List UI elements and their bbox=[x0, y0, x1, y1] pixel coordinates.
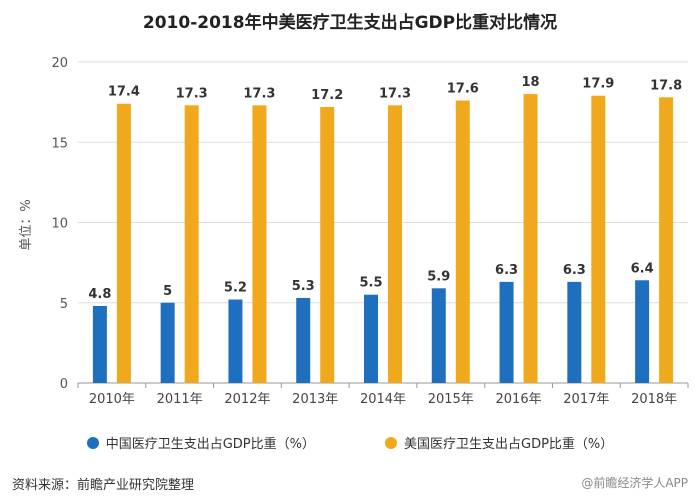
legend-swatch-usa bbox=[385, 436, 397, 449]
data-label-china: 5.2 bbox=[224, 281, 247, 296]
data-label-usa: 17.8 bbox=[650, 78, 682, 93]
bar-usa bbox=[116, 103, 131, 383]
source-note: 资料来源：前瞻产业研究院整理 bbox=[12, 478, 195, 493]
data-label-usa: 17.3 bbox=[379, 86, 411, 101]
bar-usa bbox=[659, 97, 674, 383]
legend-swatch-china bbox=[86, 436, 99, 449]
bar-chart: 0 5 10 15 20 2010年 2011年 2012年 2013年 2014年 2015年 20… bbox=[19, 56, 689, 407]
bar-usa bbox=[455, 100, 470, 384]
bar-usa bbox=[184, 105, 199, 384]
x-tick-label: 2014年 bbox=[360, 392, 406, 407]
x-tick-label: 2013年 bbox=[292, 392, 338, 407]
bars bbox=[92, 94, 674, 384]
x-tick-label: 2018年 bbox=[631, 392, 677, 407]
legend: 中国医疗卫生支出占GDP比重（%） 美国医疗卫生支出占GDP比重（%） bbox=[0, 433, 700, 452]
y-tick-label: 15 bbox=[51, 136, 68, 151]
data-labels: 4.8 17.4 5 17.3 5.2 17.3 5.3 17.2 5.5 17.3 5.9 17.6… bbox=[88, 75, 682, 302]
y-tick-label: 20 bbox=[51, 56, 68, 71]
x-tick-label: 2011年 bbox=[157, 392, 203, 407]
data-label-usa: 17.9 bbox=[582, 77, 614, 92]
data-label-usa: 18 bbox=[522, 75, 540, 90]
bar-usa bbox=[523, 94, 538, 383]
legend-label-usa: 美国医疗卫生支出占GDP比重（%） bbox=[404, 437, 614, 452]
bar-china bbox=[499, 281, 514, 383]
legend-label-china: 中国医疗卫生支出占GDP比重（%） bbox=[105, 437, 315, 452]
y-tick-label: 5 bbox=[60, 297, 68, 312]
bar-china bbox=[431, 288, 446, 383]
x-tick-label: 2012年 bbox=[224, 392, 270, 407]
y-tick-label: 10 bbox=[51, 217, 68, 232]
legend-item-china: 中国医疗卫生支出占GDP比重（%） bbox=[86, 433, 315, 452]
bar-china bbox=[635, 280, 650, 383]
data-label-china: 5.5 bbox=[359, 276, 382, 291]
bar-usa bbox=[320, 106, 335, 383]
legend-item-usa: 美国医疗卫生支出占GDP比重（%） bbox=[385, 433, 613, 452]
y-axis-label: 单位：% bbox=[19, 199, 34, 250]
data-label-china: 4.8 bbox=[88, 287, 111, 302]
chart-title: 2010-2018年中美医疗卫生支出占GDP比重对比情况 bbox=[142, 13, 558, 33]
axes: 0 5 10 15 20 2010年 2011年 2012年 2013年 2014年 2015年 20… bbox=[51, 56, 689, 407]
data-label-china: 6.3 bbox=[495, 263, 518, 278]
bar-china bbox=[92, 305, 107, 383]
bar-china bbox=[364, 294, 378, 383]
bar-usa bbox=[591, 95, 606, 383]
x-tick-label: 2016年 bbox=[496, 392, 542, 407]
bar-china bbox=[228, 299, 243, 383]
y-tick-label: 0 bbox=[60, 377, 68, 392]
data-label-china: 5.3 bbox=[292, 279, 315, 294]
data-label-usa: 17.2 bbox=[311, 88, 343, 103]
data-label-usa: 17.3 bbox=[176, 86, 208, 101]
x-tick-label: 2017年 bbox=[563, 392, 609, 407]
data-label-china: 6.4 bbox=[631, 261, 654, 276]
watermark: @前瞻经济学人APP bbox=[581, 476, 688, 490]
data-label-china: 5.9 bbox=[427, 269, 450, 284]
data-label-usa: 17.6 bbox=[447, 82, 479, 97]
bar-usa bbox=[388, 105, 402, 384]
data-label-usa: 17.3 bbox=[243, 86, 275, 101]
data-label-china: 5 bbox=[163, 284, 172, 299]
bar-china bbox=[296, 297, 311, 383]
bar-china bbox=[160, 302, 175, 383]
x-tick-label: 2015年 bbox=[428, 392, 474, 407]
bar-china bbox=[567, 281, 582, 383]
data-label-china: 6.3 bbox=[563, 263, 586, 278]
data-label-usa: 17.4 bbox=[108, 85, 140, 100]
x-tick-label: 2010年 bbox=[89, 392, 135, 407]
bar-usa bbox=[252, 105, 267, 384]
grid-lines bbox=[78, 61, 688, 304]
